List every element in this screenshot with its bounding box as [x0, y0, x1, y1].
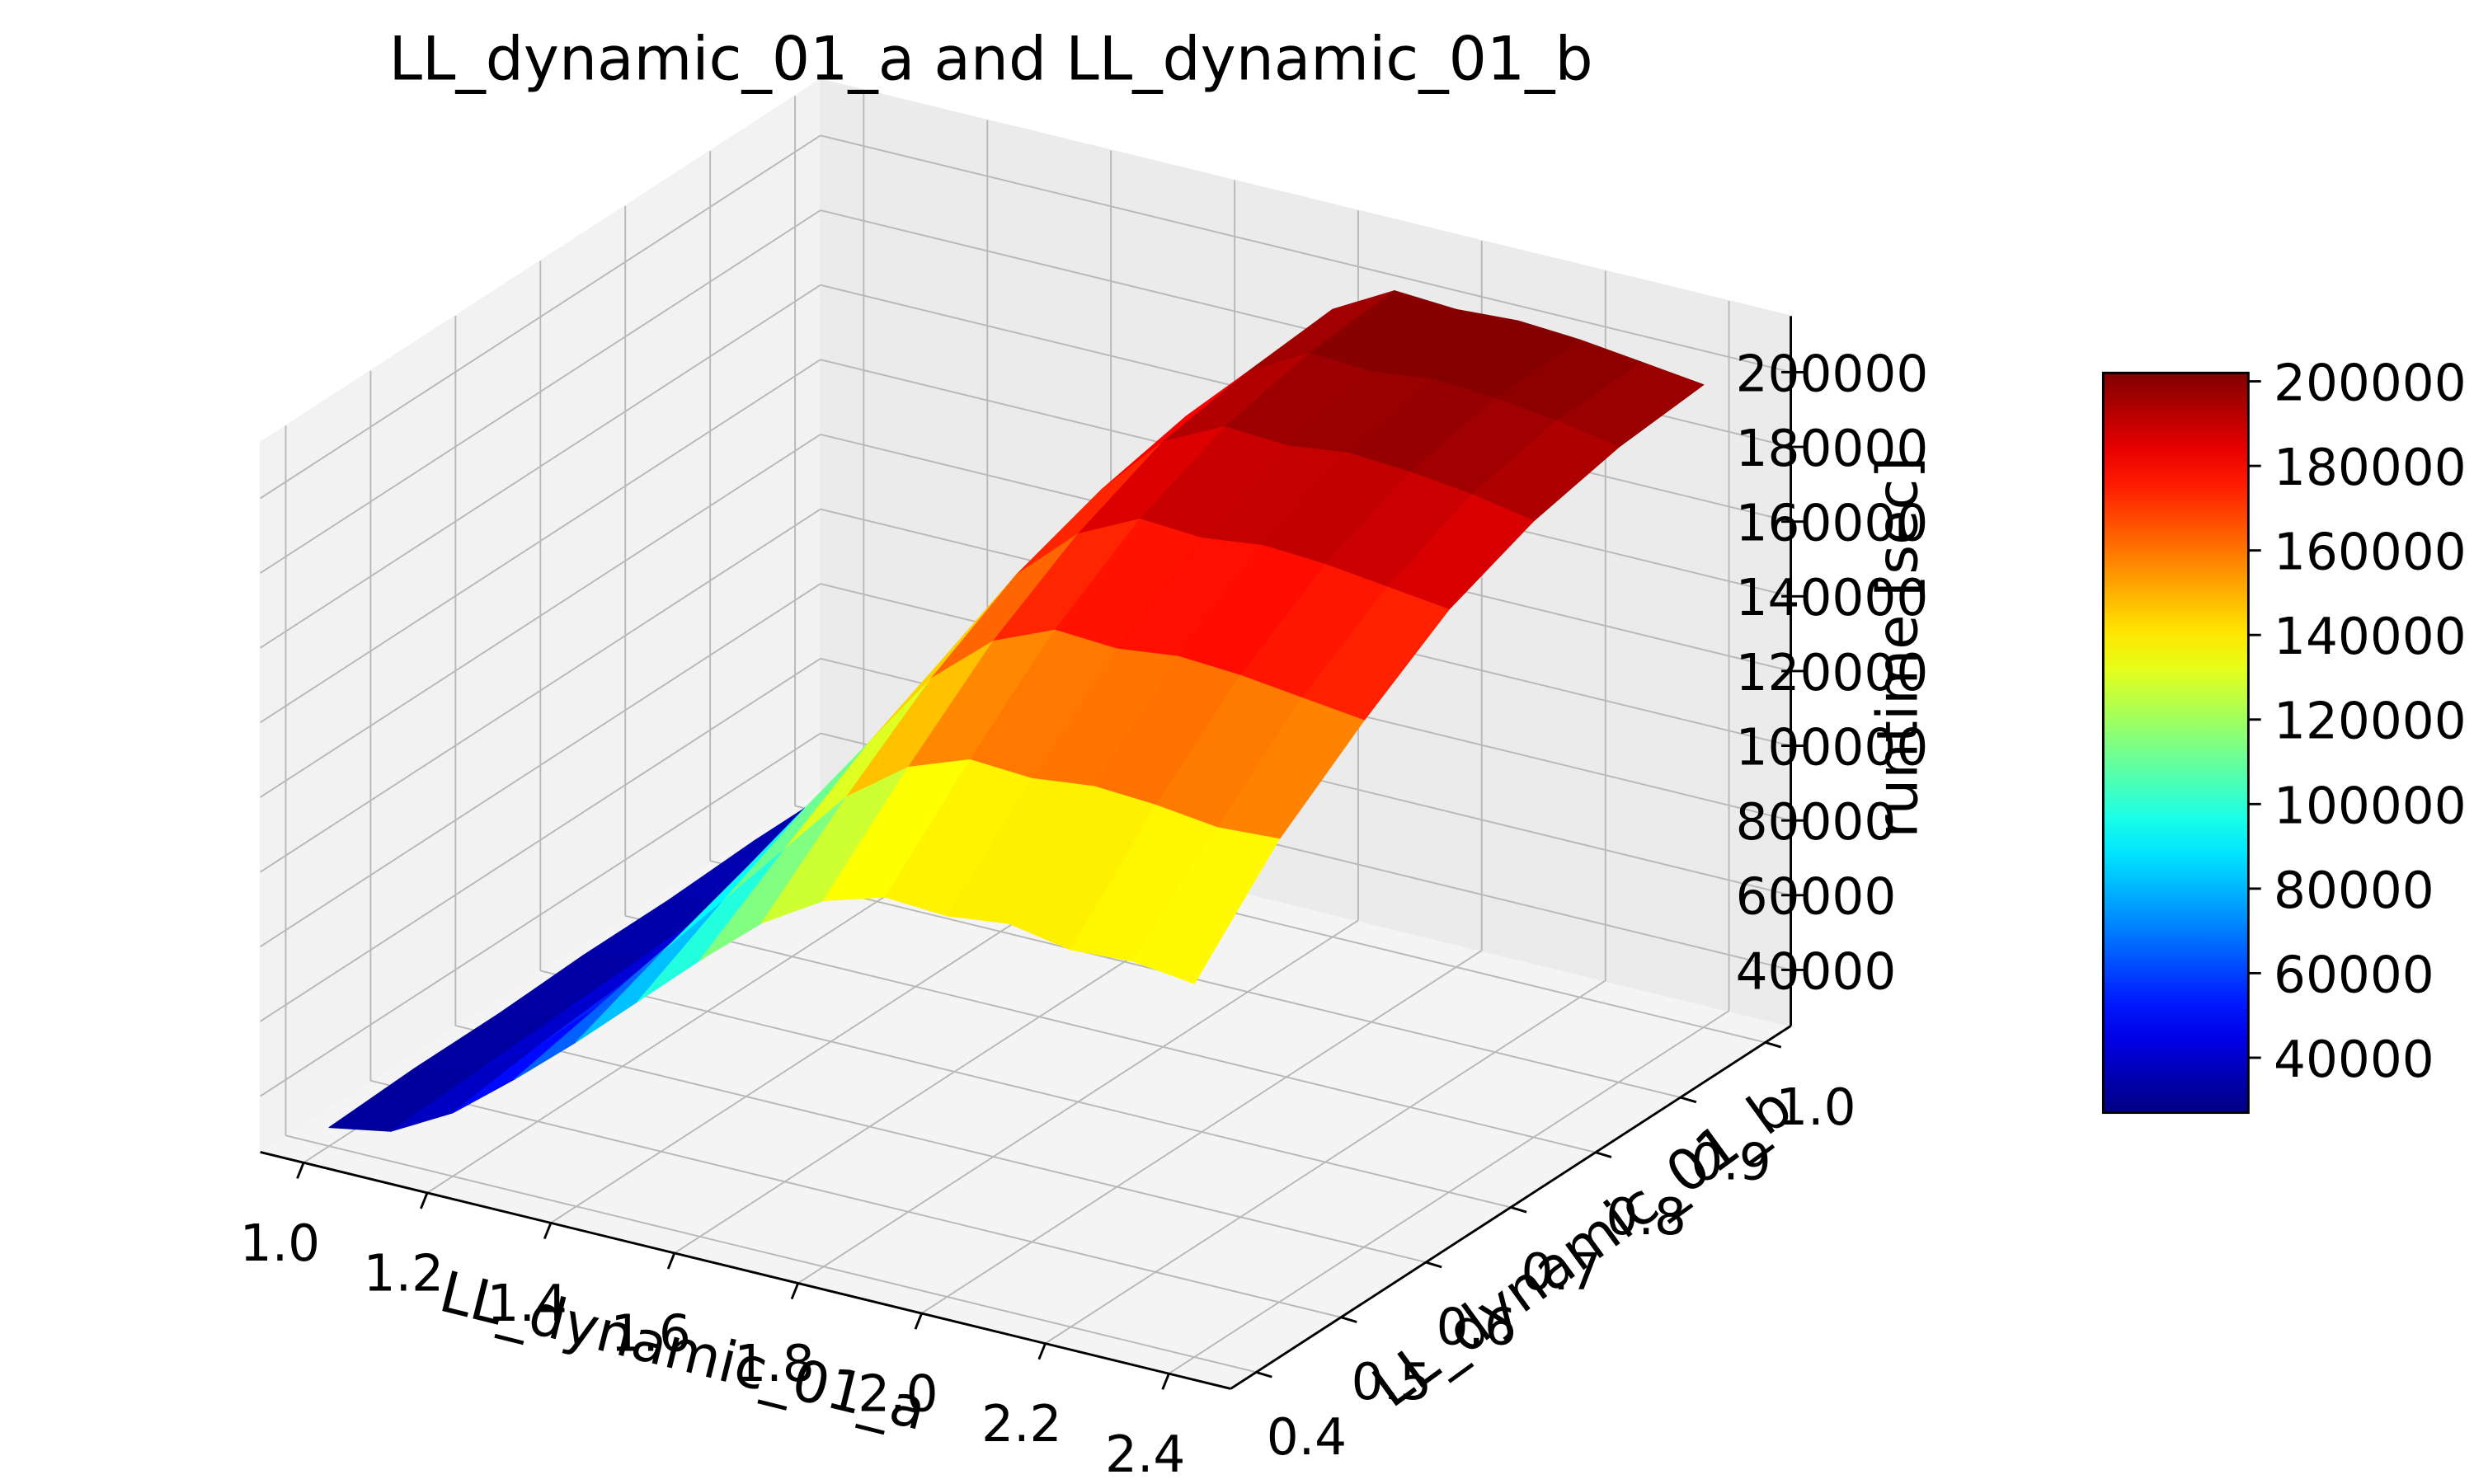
x-tick-label: 1.0 [240, 1214, 320, 1273]
x-tick [666, 1252, 676, 1270]
colorbar-tick-label: 80000 [2274, 862, 2434, 920]
colorbar-tick-label: 100000 [2274, 777, 2467, 835]
x-tick-label: 2.0 [858, 1365, 938, 1424]
colorbar-tick-label: 160000 [2274, 524, 2467, 582]
grid-line [260, 583, 821, 947]
x-tick [790, 1282, 800, 1300]
x-tick-label: 2.4 [1105, 1425, 1185, 1484]
y-tick [1510, 1206, 1527, 1214]
z-tick-label: 40000 [1736, 942, 1897, 1001]
z-tick-label: 200000 [1736, 345, 1929, 403]
y-tick [1340, 1316, 1357, 1323]
y-tick-label: 1.0 [1776, 1078, 1856, 1137]
x-axis-line [260, 1151, 1231, 1390]
z-tick-label: 160000 [1736, 495, 1929, 553]
x-tick-label: 1.2 [364, 1244, 444, 1303]
grid-line [260, 508, 821, 873]
y-tick-label: 0.7 [1521, 1243, 1601, 1302]
colorbar-tick-label: 60000 [2274, 946, 2434, 1004]
grid-line [260, 359, 821, 724]
colorbar-tick-label: 140000 [2274, 608, 2467, 666]
z-tick-label: 180000 [1736, 420, 1929, 478]
y-tick-label: 0.5 [1352, 1353, 1432, 1411]
grid-line [820, 134, 1791, 373]
grid-line [260, 732, 821, 1097]
z-tick-label: 140000 [1736, 569, 1929, 627]
z-tick-label: 80000 [1736, 793, 1897, 852]
y-tick-label: 0.4 [1267, 1408, 1347, 1467]
grid-line [370, 1079, 1342, 1318]
colorbar-tick-label: 200000 [2274, 355, 2467, 413]
x-tick [914, 1313, 923, 1330]
y-tick [1765, 1041, 1782, 1049]
colorbar-tick-label: 120000 [2274, 693, 2467, 751]
x-tick [420, 1192, 429, 1209]
grid-line [455, 1025, 1427, 1263]
x-tick-label: 1.4 [487, 1275, 567, 1333]
y-axis-line [1230, 1025, 1792, 1390]
x-tick [1161, 1373, 1170, 1390]
grid-line [540, 970, 1512, 1209]
grid-line [260, 284, 821, 649]
z-tick-label: 60000 [1736, 868, 1897, 927]
colorbar [2101, 371, 2250, 1115]
grid-line [260, 657, 821, 1022]
y-tick [1425, 1261, 1442, 1269]
z-axis-label: runtime [sec] [1865, 457, 1931, 838]
grid-line [625, 914, 1597, 1153]
x-tick [543, 1222, 553, 1240]
z-tick-label: 100000 [1736, 718, 1929, 777]
y-tick [1680, 1096, 1697, 1104]
x-tick-label: 1.8 [734, 1335, 814, 1393]
colorbar-tick-label: 180000 [2274, 439, 2467, 497]
grid-line [260, 134, 821, 500]
y-tick [1255, 1371, 1272, 1378]
grid-line [285, 1134, 1257, 1374]
colorbar-tick-label: 40000 [2274, 1031, 2434, 1089]
y-tick-label: 0.9 [1691, 1134, 1771, 1192]
grid-line [260, 434, 821, 798]
x-tick-label: 1.6 [610, 1305, 690, 1364]
x-tick-label: 2.2 [981, 1395, 1061, 1453]
z-tick-label: 120000 [1736, 644, 1929, 702]
y-tick-label: 0.6 [1437, 1298, 1517, 1357]
x-tick [296, 1162, 305, 1179]
y-tick [1595, 1151, 1612, 1158]
chart-title: LL_dynamic_01_a and LL_dynamic_01_b [388, 25, 1592, 94]
grid-line [260, 209, 821, 574]
y-tick-label: 0.8 [1606, 1188, 1686, 1247]
x-tick [1037, 1343, 1047, 1360]
surface-cell [1131, 827, 1280, 984]
